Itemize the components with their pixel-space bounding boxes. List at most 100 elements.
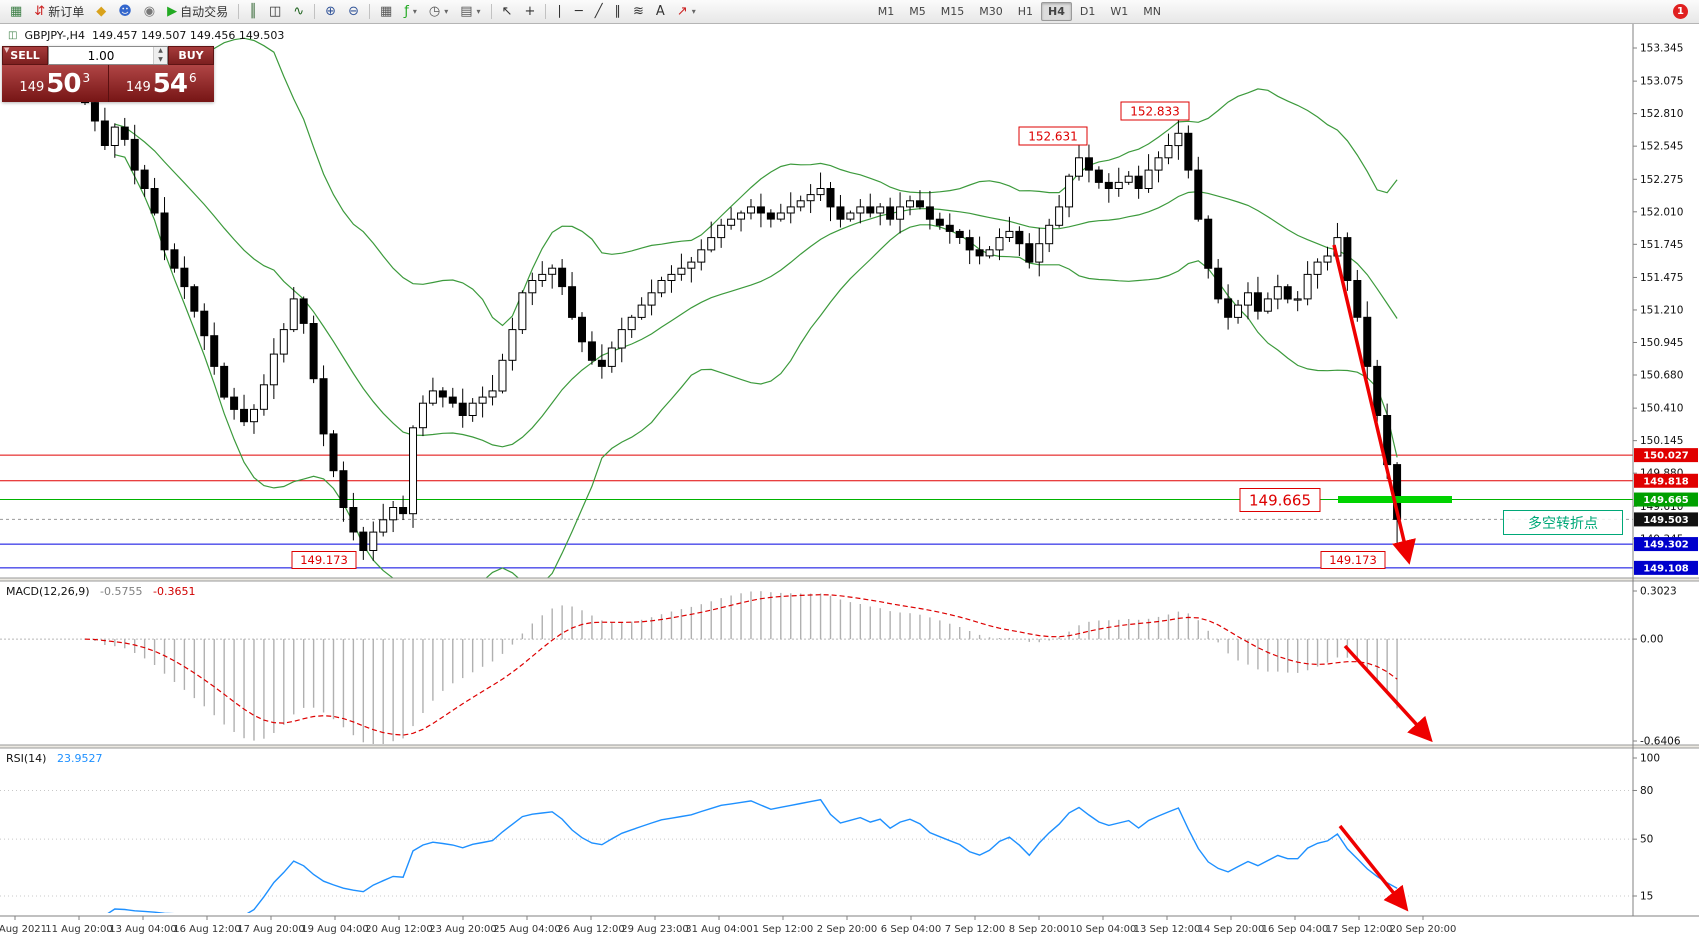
- new-order-button[interactable]: ⇵ 新订单: [29, 2, 89, 22]
- svg-text:151.475: 151.475: [1640, 272, 1683, 284]
- timeframe-D1[interactable]: D1: [1079, 5, 1096, 18]
- line-chart-icon: ∿: [293, 4, 305, 19]
- channel-button[interactable]: ∥: [610, 2, 627, 22]
- svg-text:23 Aug 20:00: 23 Aug 20:00: [429, 924, 496, 935]
- svg-text:149.665: 149.665: [1643, 495, 1689, 506]
- chevron-down-icon: ▾: [444, 7, 449, 16]
- svg-text:150.145: 150.145: [1640, 435, 1683, 447]
- svg-text:15: 15: [1640, 890, 1653, 902]
- new-order-button-label: 新订单: [48, 5, 85, 19]
- axis-price-label-149.302: 149.302: [1634, 537, 1698, 552]
- svg-text:50: 50: [1640, 834, 1653, 846]
- fibonacci-button[interactable]: ≋: [628, 2, 649, 22]
- timeframe-H1[interactable]: H1: [1017, 5, 1034, 18]
- timeframe-M5[interactable]: M5: [909, 5, 926, 18]
- svg-text:6 Sep 04:00: 6 Sep 04:00: [881, 924, 941, 935]
- bollinger-lower-band: [114, 154, 1398, 578]
- zoom-in-button[interactable]: ⊕: [320, 2, 341, 22]
- community-icon: ◉: [143, 4, 156, 19]
- price-tag-152.631[interactable]: 152.631: [1018, 126, 1088, 146]
- candlestick-series: [81, 75, 1402, 561]
- candlestick-chart-icon: ◫: [268, 4, 282, 19]
- timeframe-W1[interactable]: W1: [1110, 5, 1129, 18]
- pane-separator[interactable]: [0, 745, 1699, 748]
- periods-button[interactable]: ◷ ▾: [424, 2, 453, 22]
- price-tag-152.833[interactable]: 152.833: [1120, 101, 1190, 121]
- price-tag-149.173[interactable]: 149.173: [1320, 551, 1386, 569]
- zoom-out-icon: ⊖: [348, 4, 359, 19]
- bar-chart-button[interactable]: ║: [244, 2, 262, 22]
- svg-text:153.345: 153.345: [1640, 43, 1683, 55]
- spinner-down-icon[interactable]: ▼: [154, 55, 167, 64]
- autotrading-icon: ▶: [167, 4, 178, 19]
- pane-separator[interactable]: [0, 578, 1699, 581]
- symbol-name: GBPJPY-,H4: [24, 29, 85, 42]
- timeframe-MN[interactable]: MN: [1143, 5, 1161, 18]
- indicators-button[interactable]: ƒ ▾: [399, 2, 422, 22]
- vertical-line-button[interactable]: ∣: [551, 2, 568, 22]
- symbol-quote: 149.457 149.507 149.456 149.503: [91, 29, 285, 42]
- spinner-up-icon[interactable]: ▲: [154, 47, 167, 56]
- svg-text:152.545: 152.545: [1640, 141, 1683, 153]
- profile-button[interactable]: ☻: [113, 2, 137, 22]
- trendline-button[interactable]: ╱: [590, 2, 608, 22]
- metaeditor-button[interactable]: ◆: [91, 2, 111, 22]
- new-chart-button[interactable]: ▦: [5, 2, 27, 22]
- timeframe-M15[interactable]: M15: [940, 5, 965, 18]
- crosshair-button[interactable]: +: [519, 2, 540, 22]
- macd-main-value: -0.5755: [100, 585, 143, 598]
- timeframe-M1[interactable]: M1: [877, 5, 895, 18]
- toolbar-separator: [545, 4, 547, 19]
- community-button[interactable]: ◉: [139, 2, 160, 22]
- crosshair-icon: +: [524, 4, 536, 19]
- rsi-indicator-label: RSI(14) 23.9527: [6, 752, 102, 765]
- chart-background[interactable]: [0, 24, 1699, 942]
- lot-size-input[interactable]: [49, 47, 153, 64]
- new-chart-icon: ▦: [10, 4, 23, 19]
- price-tag-149.665[interactable]: 149.665: [1239, 488, 1321, 512]
- timeframe-M30[interactable]: M30: [979, 5, 1003, 18]
- trend-arrow-3[interactable]: [1338, 824, 1409, 912]
- annotation-note[interactable]: 多空转折点: [1503, 510, 1623, 535]
- svg-text:149.302: 149.302: [1643, 540, 1689, 551]
- zoom-out-button[interactable]: ⊖: [343, 2, 364, 22]
- svg-text:10 Sep 04:00: 10 Sep 04:00: [1070, 924, 1137, 935]
- svg-text:-0.6406: -0.6406: [1640, 736, 1681, 748]
- svg-text:7 Sep 12:00: 7 Sep 12:00: [945, 924, 1005, 935]
- tile-windows-button[interactable]: ▦: [375, 2, 397, 22]
- collapse-panel-icon[interactable]: ▼: [4, 46, 10, 54]
- svg-text:31 Aug 04:00: 31 Aug 04:00: [685, 924, 752, 935]
- svg-text:20 Aug 12:00: 20 Aug 12:00: [365, 924, 432, 935]
- timeframe-H4[interactable]: H4: [1041, 2, 1072, 21]
- trend-arrow-1[interactable]: [1332, 244, 1416, 565]
- chart-canvas[interactable]: 153.345 153.075 152.810 152.545 152.275 152.0…: [0, 24, 1699, 942]
- axis-price-label-149.503: 149.503: [1634, 512, 1698, 527]
- toolbar-separator: [238, 4, 240, 19]
- line-chart-button[interactable]: ∿: [288, 2, 309, 22]
- svg-text:10 Aug 2021: 10 Aug 2021: [0, 924, 47, 935]
- chevron-down-icon: ▾: [412, 7, 417, 16]
- rsi-line: [107, 798, 1398, 913]
- trend-arrow-2[interactable]: [1343, 644, 1433, 743]
- price-tag-149.173[interactable]: 149.173: [291, 551, 357, 569]
- profile-icon: ☻: [118, 4, 132, 19]
- templates-button[interactable]: ▤ ▾: [455, 2, 485, 22]
- autotrading-button[interactable]: ▶ 自动交易: [162, 2, 233, 22]
- macd-indicator-label: MACD(12,26,9) -0.5755 -0.3651: [6, 585, 195, 598]
- sell-button[interactable]: SELL: [2, 46, 48, 65]
- horizontal-line-button[interactable]: ─: [570, 2, 588, 22]
- arrows-button[interactable]: ↗ ▾: [672, 2, 701, 22]
- sell-price-button[interactable]: 149 50 3: [2, 65, 109, 102]
- rsi-pane: [0, 789, 1633, 913]
- svg-text:16 Sep 04:00: 16 Sep 04:00: [1262, 924, 1329, 935]
- buy-button[interactable]: BUY: [168, 46, 214, 65]
- svg-text:13 Aug 04:00: 13 Aug 04:00: [109, 924, 176, 935]
- text-button[interactable]: A: [651, 2, 670, 22]
- notification-badge[interactable]: 1: [1673, 4, 1688, 19]
- cursor-button[interactable]: ↖: [497, 2, 518, 22]
- templates-icon: ▤: [460, 4, 473, 19]
- macd-signal-line: [84, 594, 1398, 736]
- svg-text:100: 100: [1640, 753, 1660, 765]
- candlestick-chart-button[interactable]: ◫: [264, 2, 286, 22]
- buy-price-button[interactable]: 149 54 6: [109, 65, 215, 102]
